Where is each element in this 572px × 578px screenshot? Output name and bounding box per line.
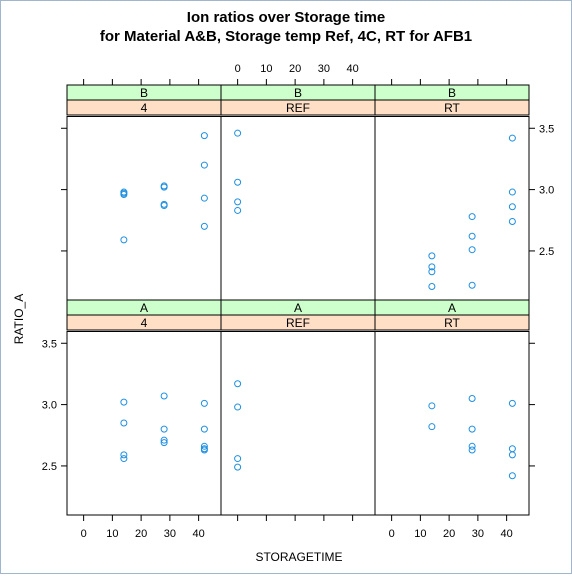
data-point-2-5 — [468, 232, 476, 240]
data-point-5-2 — [468, 394, 476, 402]
data-point-2-3 — [428, 283, 436, 291]
x-tick-label-top-4: 40 — [347, 63, 359, 75]
data-point-3-4 — [160, 392, 168, 400]
strip-material-label-1: B — [294, 86, 302, 100]
data-point-4-2 — [234, 455, 242, 463]
strip-material-label-3: A — [140, 301, 148, 315]
data-point-0-8 — [200, 161, 208, 169]
data-point-0-4 — [160, 183, 168, 191]
data-point-2-9 — [508, 188, 516, 196]
data-point-0-11 — [120, 236, 128, 244]
data-point-1-1 — [234, 178, 242, 186]
strip-temp-label-5: RT — [444, 316, 460, 330]
x-tick-label-bottom-2-1: 10 — [414, 528, 426, 540]
data-point-3-3 — [120, 455, 128, 463]
data-point-0-2 — [120, 189, 128, 197]
strip-material-label-4: A — [294, 301, 302, 315]
strip-material-label-0: B — [140, 86, 148, 100]
panel-border-1 — [220, 116, 376, 301]
data-point-2-11 — [508, 217, 516, 225]
y-tick-label-left-0: 2.5 — [42, 461, 57, 473]
data-point-5-5 — [468, 446, 476, 454]
y-tick-label-right-0: 2.5 — [539, 246, 554, 258]
panel-border-4 — [220, 331, 376, 516]
x-tick-label-bottom-0-2: 20 — [135, 528, 147, 540]
strip-temp-label-2: RT — [444, 101, 460, 115]
x-tick-label-top-1: 10 — [260, 63, 272, 75]
y-tick-label-right-1: 3.0 — [539, 185, 554, 197]
data-point-0-10 — [200, 222, 208, 230]
data-point-3-1 — [120, 419, 128, 427]
panel-border-5 — [374, 331, 530, 516]
x-tick-label-bottom-2-2: 20 — [443, 528, 455, 540]
strip-temp-label-0: 4 — [141, 101, 148, 115]
data-point-2-8 — [508, 134, 516, 142]
strip-temp-label-1: REF — [286, 101, 310, 115]
strip-temp-2 — [374, 99, 530, 116]
data-point-5-3 — [468, 425, 476, 433]
x-tick-label-bottom-0-3: 30 — [164, 528, 176, 540]
panel-border-0 — [66, 116, 222, 301]
data-point-5-6 — [508, 399, 516, 407]
x-tick-label-top-3: 30 — [318, 63, 330, 75]
strip-material-label-5: A — [448, 301, 456, 315]
data-point-2-7 — [468, 281, 476, 289]
data-point-4-3 — [234, 463, 242, 471]
data-point-0-7 — [200, 132, 208, 140]
data-point-2-2 — [428, 268, 436, 276]
data-point-2-1 — [428, 263, 436, 271]
y-tick-label-left-2: 3.5 — [42, 338, 57, 350]
data-point-5-4 — [468, 442, 476, 450]
data-point-1-0 — [234, 129, 242, 137]
x-axis-label: STORAGETIME — [255, 550, 342, 564]
data-point-4-0 — [234, 380, 242, 388]
chart-title-line-2: for Material A&B, Storage temp Ref, 4C, … — [100, 28, 472, 45]
x-tick-label-bottom-0-0: 0 — [81, 528, 87, 540]
x-tick-label-top-0: 0 — [235, 63, 241, 75]
x-tick-label-bottom-2-4: 40 — [501, 528, 513, 540]
x-tick-label-bottom-0-4: 40 — [193, 528, 205, 540]
x-tick-label-bottom-0-1: 10 — [106, 528, 118, 540]
data-point-3-6 — [160, 436, 168, 444]
data-point-5-7 — [508, 445, 516, 453]
strip-temp-label-3: 4 — [141, 316, 148, 330]
data-point-3-2 — [120, 451, 128, 459]
data-point-3-8 — [200, 399, 208, 407]
data-point-3-9 — [200, 425, 208, 433]
data-point-0-9 — [200, 194, 208, 202]
strip-temp-label-4: REF — [286, 316, 310, 330]
x-tick-label-top-2: 20 — [289, 63, 301, 75]
y-tick-label-left-1: 3.0 — [42, 400, 57, 412]
data-point-5-0 — [428, 402, 436, 410]
data-point-3-7 — [160, 439, 168, 447]
data-point-3-10 — [200, 442, 208, 450]
chart-title-line-1: Ion ratios over Storage time — [187, 9, 385, 26]
data-point-1-3 — [234, 206, 242, 214]
data-point-2-0 — [428, 252, 436, 260]
x-tick-label-bottom-2-0: 0 — [389, 528, 395, 540]
strip-temp-5 — [374, 314, 530, 331]
data-point-2-6 — [468, 246, 476, 254]
panel-border-3 — [66, 331, 222, 516]
strip-material-label-2: B — [448, 86, 456, 100]
data-point-2-10 — [508, 203, 516, 211]
data-point-5-8 — [508, 451, 516, 459]
data-point-5-1 — [428, 423, 436, 431]
data-point-0-6 — [160, 202, 168, 210]
data-point-2-4 — [468, 213, 476, 221]
y-axis-label: RATIO_A — [12, 294, 26, 344]
x-tick-label-bottom-2-3: 30 — [472, 528, 484, 540]
data-point-4-1 — [234, 403, 242, 411]
data-point-3-12 — [200, 446, 208, 454]
panel-border-2 — [374, 116, 530, 301]
data-point-5-9 — [508, 472, 516, 480]
data-point-3-0 — [120, 398, 128, 406]
data-point-3-5 — [160, 425, 168, 433]
y-tick-label-right-2: 3.5 — [539, 123, 554, 135]
data-point-1-2 — [234, 198, 242, 206]
